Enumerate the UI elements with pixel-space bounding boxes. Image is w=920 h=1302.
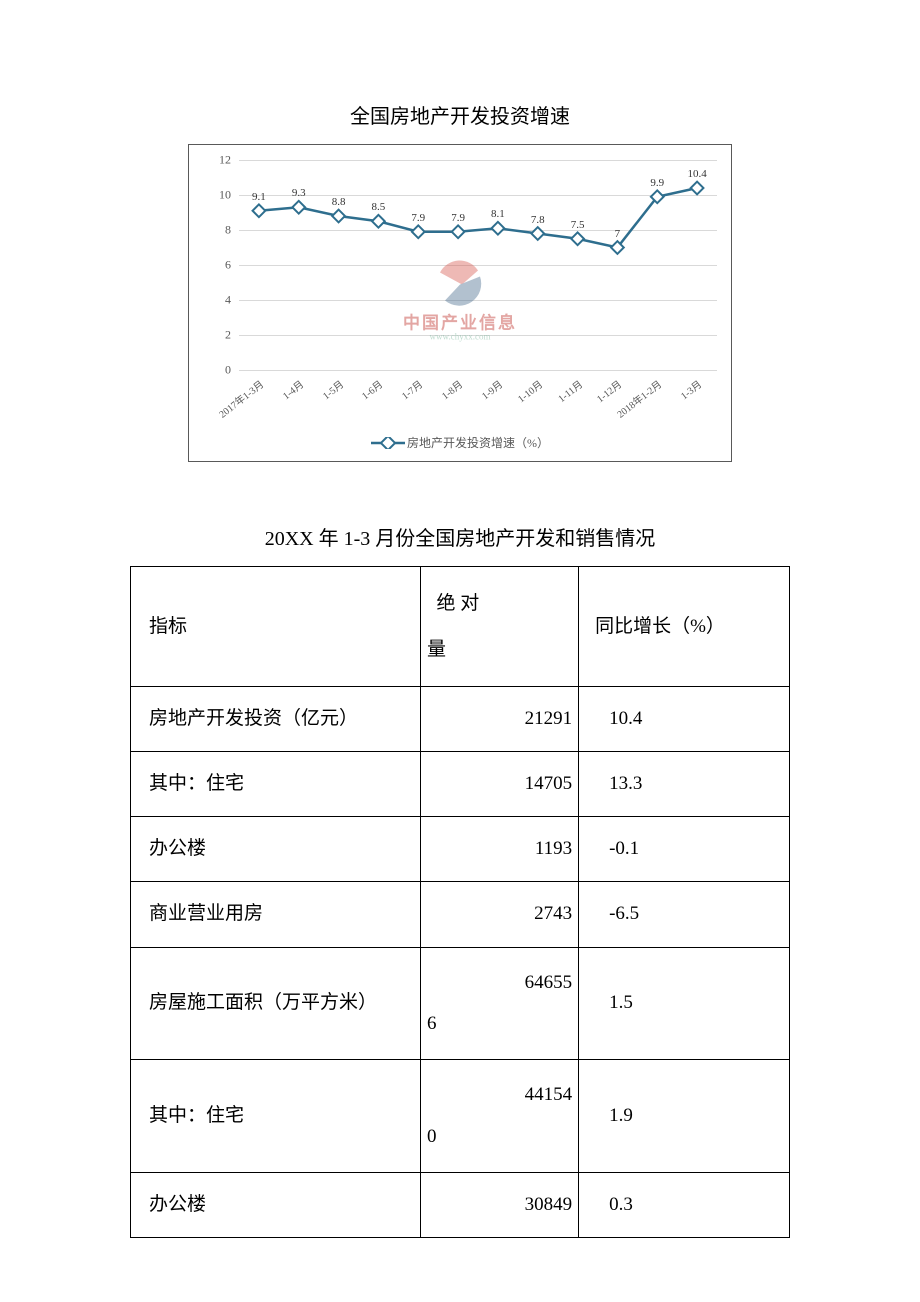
cell-growth: 0.3 bbox=[579, 1172, 790, 1237]
data-point-label: 9.3 bbox=[292, 187, 306, 199]
cell-indicator: 办公楼 bbox=[131, 1172, 421, 1237]
chart-marker bbox=[452, 225, 465, 238]
data-point-label: 7.9 bbox=[451, 212, 465, 224]
table-header-indicator: 指标 bbox=[131, 567, 421, 687]
x-tick-label: 2017年1-3月 bbox=[215, 376, 266, 421]
cell-growth: 1.5 bbox=[579, 947, 790, 1060]
cell-indicator: 其中：住宅 bbox=[131, 752, 421, 817]
y-tick-label: 10 bbox=[211, 188, 231, 203]
chart-marker bbox=[372, 215, 385, 228]
cell-absolute: 1193 bbox=[420, 817, 578, 882]
x-tick-label: 1-6月 bbox=[358, 376, 386, 402]
y-tick-label: 2 bbox=[211, 328, 231, 343]
table-row: 办公楼308490.3 bbox=[131, 1172, 790, 1237]
x-tick-label: 1-7月 bbox=[398, 376, 426, 402]
chart-marker bbox=[292, 201, 305, 214]
chart-marker bbox=[531, 227, 544, 240]
cell-growth: -6.5 bbox=[579, 882, 790, 947]
data-point-label: 9.9 bbox=[650, 177, 664, 189]
y-tick-label: 6 bbox=[211, 258, 231, 273]
data-point-label: 8.5 bbox=[372, 201, 386, 213]
y-tick-label: 0 bbox=[211, 363, 231, 378]
table-row: 房地产开发投资（亿元）2129110.4 bbox=[131, 687, 790, 752]
table-header-absolute: 绝 对量 bbox=[420, 567, 578, 687]
chart-title: 全国房地产开发投资增速 bbox=[130, 100, 790, 129]
cell-absolute: 2743 bbox=[420, 882, 578, 947]
cell-indicator: 其中：住宅 bbox=[131, 1060, 421, 1173]
chart-marker bbox=[492, 222, 505, 235]
chart-plot-area bbox=[239, 160, 717, 370]
cell-indicator: 房地产开发投资（亿元） bbox=[131, 687, 421, 752]
chart-line bbox=[259, 188, 697, 248]
table-header-row: 指标 绝 对量同比增长（%） bbox=[131, 567, 790, 687]
chart-marker bbox=[332, 210, 345, 223]
y-tick-label: 8 bbox=[211, 223, 231, 238]
table-title: 20XX 年 1-3 月份全国房地产开发和销售情况 bbox=[130, 522, 790, 551]
data-table: 指标 绝 对量同比增长（%）房地产开发投资（亿元）2129110.4其中：住宅1… bbox=[130, 566, 790, 1238]
y-tick-label: 12 bbox=[211, 153, 231, 168]
chart-marker bbox=[691, 182, 704, 195]
chart-legend: 房地产开发投资增速（%） bbox=[371, 434, 549, 451]
gridline bbox=[239, 370, 717, 371]
cell-absolute: 21291 bbox=[420, 687, 578, 752]
table-header-growth: 同比增长（%） bbox=[579, 567, 790, 687]
cell-absolute: 30849 bbox=[420, 1172, 578, 1237]
cell-absolute: 14705 bbox=[420, 752, 578, 817]
y-tick-label: 4 bbox=[211, 293, 231, 308]
cell-indicator: 商业营业用房 bbox=[131, 882, 421, 947]
chart-marker bbox=[253, 204, 266, 217]
cell-growth: 13.3 bbox=[579, 752, 790, 817]
table-row: 其中：住宅4415401.9 bbox=[131, 1060, 790, 1173]
x-tick-label: 1-12月 bbox=[593, 376, 625, 405]
data-point-label: 8.1 bbox=[491, 208, 505, 220]
data-point-label: 7.9 bbox=[411, 212, 425, 224]
x-tick-label: 1-10月 bbox=[513, 376, 545, 405]
data-point-label: 7.5 bbox=[571, 219, 585, 231]
x-tick-label: 1-11月 bbox=[554, 376, 585, 405]
data-point-label: 9.1 bbox=[252, 191, 266, 203]
x-tick-label: 1-8月 bbox=[438, 376, 466, 402]
legend-label: 房地产开发投资增速（%） bbox=[407, 434, 549, 451]
table-row: 其中：住宅1470513.3 bbox=[131, 752, 790, 817]
cell-absolute: 646556 bbox=[420, 947, 578, 1060]
data-point-label: 8.8 bbox=[332, 196, 346, 208]
chart-marker bbox=[571, 232, 584, 245]
cell-indicator: 办公楼 bbox=[131, 817, 421, 882]
cell-growth: -0.1 bbox=[579, 817, 790, 882]
x-tick-label: 1-9月 bbox=[478, 376, 506, 402]
table-row: 商业营业用房2743-6.5 bbox=[131, 882, 790, 947]
x-tick-label: 1-3月 bbox=[677, 376, 705, 402]
table-row: 办公楼1193-0.1 bbox=[131, 817, 790, 882]
cell-growth: 10.4 bbox=[579, 687, 790, 752]
x-tick-label: 1-4月 bbox=[278, 376, 306, 402]
chart-marker bbox=[412, 225, 425, 238]
line-chart: 024681012 中国产业信息 www.chyxx.com 9.19.38.8… bbox=[188, 144, 732, 462]
cell-growth: 1.9 bbox=[579, 1060, 790, 1173]
data-point-label: 7 bbox=[615, 228, 621, 240]
table-row: 房屋施工面积（万平方米）6465561.5 bbox=[131, 947, 790, 1060]
cell-absolute: 441540 bbox=[420, 1060, 578, 1173]
data-point-label: 7.8 bbox=[531, 214, 545, 226]
data-point-label: 10.4 bbox=[687, 168, 706, 180]
x-tick-label: 1-5月 bbox=[318, 376, 346, 402]
cell-indicator: 房屋施工面积（万平方米） bbox=[131, 947, 421, 1060]
